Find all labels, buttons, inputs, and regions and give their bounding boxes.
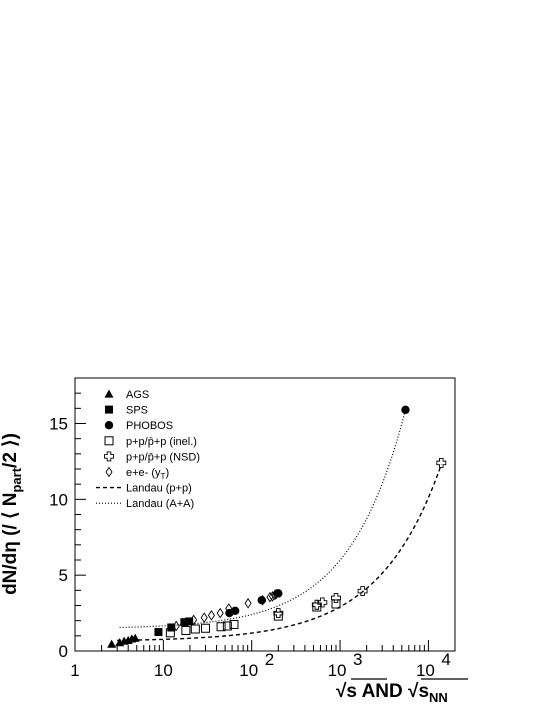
data-point [200,612,208,623]
legend-marker [104,451,114,462]
legend-label: Landau (A+A) [126,498,194,510]
data-point [190,624,200,634]
legend-marker [104,436,114,446]
data-point [331,592,341,603]
legend-marker [105,466,113,478]
legend-label: PHOBOS [126,420,173,432]
data-point [201,623,211,633]
y-axis: 0 5 10 15 [49,392,86,661]
data-point [268,591,277,602]
legend: AGS SPS PHOBOS p+p/p̄+p (inel.) p+p/p̄+p (NS… [96,389,200,510]
model-curves [117,409,442,642]
data-point [230,606,240,616]
data-point [180,618,189,627]
x-tick-label: 10 [328,661,347,680]
data-point [190,614,198,626]
legend-marker [104,389,114,398]
data-point [331,599,341,609]
data-point [229,619,239,629]
legend-marker [105,405,113,414]
x-tick-exponent: 2 [265,650,274,669]
data-point [272,588,280,600]
data-point [107,639,117,648]
legend-label: p+p/p̄+p (inel.) [126,436,197,448]
legend-label: AGS [126,389,149,401]
data-point [181,626,191,636]
data-point [259,594,267,606]
x-tick-exponent: 3 [353,650,362,669]
legend-label: Landau (p+p) [126,483,192,495]
x-tick-label: 10 [239,661,258,680]
data-point [244,597,252,609]
data-point [311,599,322,610]
svg-text:√s AND √sNN: √s AND √sNN [336,681,448,705]
data-points [107,405,447,648]
x-axis-title: √s AND √sNN [336,678,468,705]
data-point [401,405,410,415]
legend-label: p+p/p̄+p (NSD) [126,451,200,463]
data-point [167,623,176,632]
landau-pp-curve [117,464,442,642]
y-tick-label: 10 [49,490,68,509]
plot-frame [74,377,456,652]
data-point [317,597,328,608]
data-point [216,607,224,619]
x-tick-label: 10 [416,661,435,680]
legend-label: e+e- (yT) [126,467,169,481]
data-point [154,628,163,637]
data-point [185,617,194,626]
landau-aa-curve [119,409,407,629]
data-point [216,622,226,632]
data-point [273,611,283,621]
data-point [207,610,215,621]
data-point [436,457,447,468]
data-point [172,620,180,632]
y-tick-label: 5 [59,566,68,585]
data-point [271,589,279,601]
x-tick-label: 1 [70,661,79,680]
legend-marker [104,421,114,430]
data-point [357,586,368,597]
x-tick-exponent: 4 [441,650,450,669]
data-point [222,621,232,631]
y-tick-label: 15 [49,415,68,434]
data-point [165,628,175,638]
y-axis-title: dN/dη (/ ⟨ Npart/2 ⟩) [0,433,24,595]
legend-label: SPS [126,405,148,417]
x-tick-label: 10 [154,661,173,680]
x-axis: 1 10 10 2 10 3 10 4 [70,640,456,680]
data-point [225,603,233,614]
y-tick-label: 0 [59,642,68,661]
data-point [130,633,140,642]
data-point [273,608,284,619]
